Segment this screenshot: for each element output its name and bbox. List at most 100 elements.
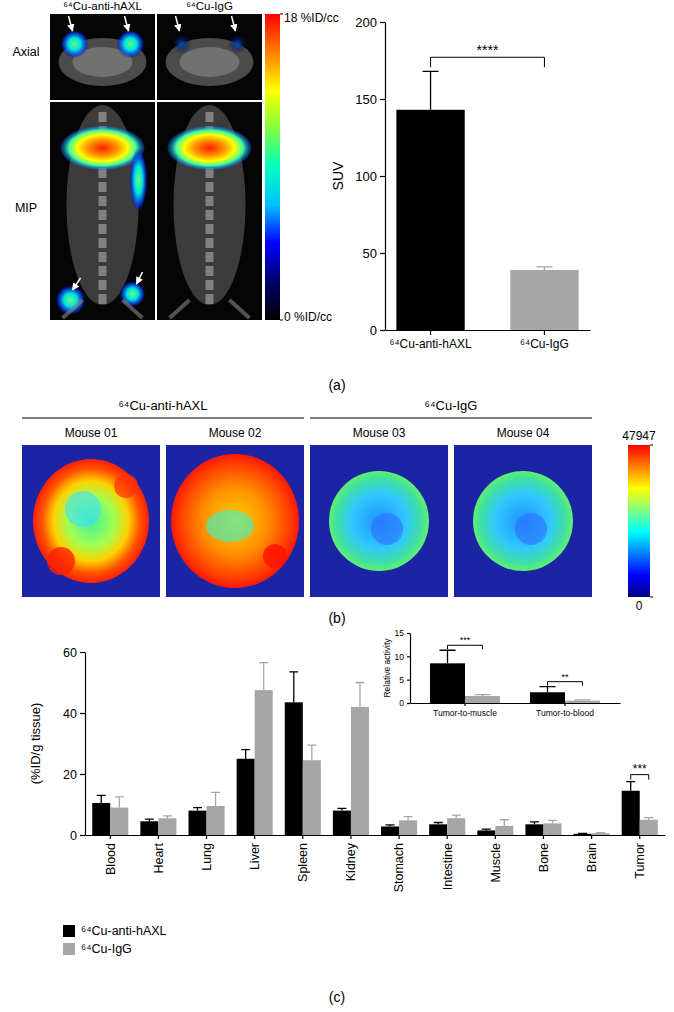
error-bar (536, 267, 552, 270)
bar (158, 818, 176, 835)
signal (47, 547, 75, 575)
error-bar (440, 650, 456, 663)
optical-image (310, 445, 448, 597)
colorbar (265, 14, 280, 320)
tick-mark (302, 835, 303, 839)
y-axis-line (410, 634, 411, 704)
optical-image (454, 445, 592, 597)
pet-images: ⁶⁴Cu-anti-hAXL⁶⁴Cu-IgGAxialMIP (12, 0, 262, 320)
spine (206, 266, 214, 276)
colorbar-label: 0 %ID/cc (284, 310, 332, 324)
colorbar-group: 479470 (622, 429, 656, 613)
arrow (73, 278, 81, 290)
tick-label: ⁶⁴Cu-anti-hAXL (389, 337, 471, 351)
tick-label: 50 (363, 246, 377, 261)
error-bar (500, 820, 509, 826)
error-bar (404, 817, 413, 821)
tick-label: 5 (399, 675, 404, 685)
y-axis-title: Relative activity (382, 638, 392, 698)
colorbar-tick (280, 14, 283, 15)
chart: 050100150200⁶⁴Cu-anti-hAXL⁶⁴Cu-IgGSUV***… (330, 15, 591, 351)
tick: 150 (355, 92, 385, 107)
tick-mark (544, 330, 545, 335)
error-bar (540, 687, 556, 693)
bar (237, 759, 255, 835)
panel-label: (c) (329, 989, 345, 1005)
tick-mark (380, 22, 385, 23)
legend: ⁶⁴Cu-anti-hAXL ⁶⁴Cu-IgG (63, 924, 167, 956)
colorbar-tick (650, 597, 653, 598)
tick-mark (430, 330, 431, 335)
bar (592, 833, 610, 835)
tick: 5 (399, 675, 410, 685)
uptake (117, 30, 145, 58)
tick-label: 0 (70, 829, 77, 843)
tick: Kidney (344, 835, 358, 881)
bar (525, 824, 543, 835)
marks (396, 71, 578, 330)
error-bar (575, 699, 591, 701)
colorbar-group: 18 %ID/cc0 %ID/cc (265, 11, 339, 324)
bar (477, 830, 495, 835)
legend-label: ⁶⁴Cu-anti-hAXL (81, 924, 167, 938)
error-bar (241, 750, 250, 759)
tick-mark (158, 835, 159, 839)
group-line (310, 418, 592, 419)
row-label: Axial (12, 45, 39, 59)
tick: ⁶⁴Cu-anti-hAXL (389, 330, 471, 351)
bar (188, 811, 206, 835)
tick-mark (447, 835, 448, 839)
pet-image (157, 102, 262, 320)
error-bar (596, 832, 605, 834)
y-axis-title: SUV (330, 161, 346, 190)
y-axis-line (85, 653, 86, 836)
marks (92, 663, 658, 835)
leg (123, 300, 143, 318)
error-bar (211, 792, 220, 806)
x-axis-line (86, 835, 666, 836)
tick-mark (407, 633, 410, 634)
error-bar (193, 808, 202, 811)
spine (99, 266, 107, 276)
arrow (137, 272, 143, 284)
x-axis: BloodHeartLungLiverSpleenKidneyStomachIn… (86, 835, 666, 892)
tick-label: Intestine (441, 843, 455, 890)
spine (206, 294, 214, 304)
bar (640, 820, 658, 835)
error-bar (163, 816, 172, 818)
column-label: ⁶⁴Cu-IgG (186, 0, 233, 12)
error-bar (482, 829, 491, 830)
significance-bracket (548, 682, 583, 686)
tick-label: Stomach (392, 843, 406, 892)
legend-label: ⁶⁴Cu-IgG (81, 942, 132, 956)
spine (206, 210, 214, 220)
tick-label: Tumor-to-blood (536, 708, 594, 718)
group-label: ⁶⁴Cu-anti-hAXL (119, 398, 208, 413)
error-bar (548, 820, 557, 823)
spine (99, 252, 107, 262)
uptake (172, 34, 192, 54)
bar (622, 791, 640, 835)
tick: 10 (395, 652, 410, 662)
tick-label: 0 (370, 323, 377, 338)
tick-mark (380, 253, 385, 254)
tick: Brain (585, 835, 599, 872)
spleen (130, 148, 148, 212)
tick-label: Kidney (344, 842, 358, 881)
spine (206, 238, 214, 248)
error-bar (530, 822, 539, 824)
bar (530, 692, 565, 703)
y-axis: 0204060 (63, 646, 85, 843)
tick-mark (206, 835, 207, 839)
liver (168, 126, 252, 170)
spine (206, 196, 214, 206)
tick: Lung (200, 835, 214, 871)
arrow (176, 16, 180, 31)
x-axis: ⁶⁴Cu-anti-hAXL⁶⁴Cu-IgG (386, 330, 591, 351)
group-line (22, 418, 304, 419)
significance-bracket (448, 645, 483, 649)
bar (285, 702, 303, 835)
arrow (125, 16, 129, 31)
arrow (69, 16, 73, 31)
tick-label: 200 (355, 15, 377, 30)
